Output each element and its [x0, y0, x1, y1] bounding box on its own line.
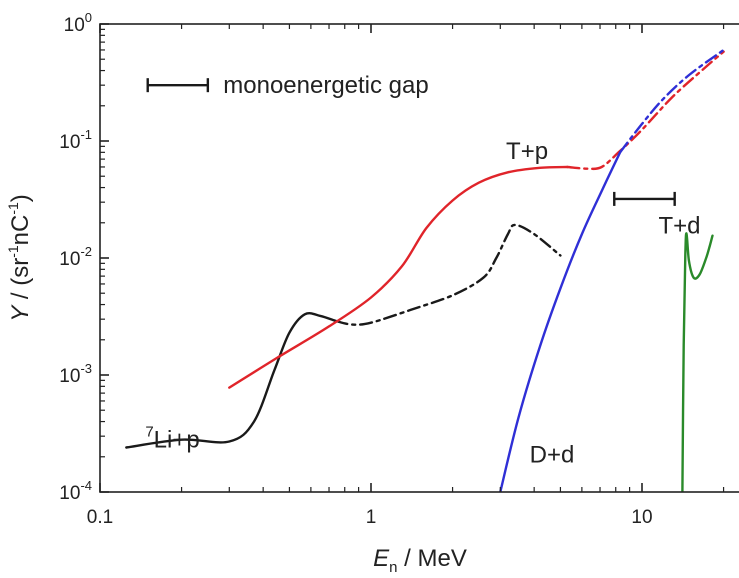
y-tick-label-exp--3: -3 — [80, 361, 92, 376]
y-tick-label-base--2: 10 — [59, 249, 80, 270]
x-tick-label-0.1: 0.1 — [87, 507, 113, 528]
y-axis-title-unit-mid: nC — [7, 215, 34, 246]
y-axis-title-exp2: -1 — [5, 202, 21, 215]
legend-monoenergetic-gap: monoenergetic gap — [223, 72, 428, 99]
label-li-text: Li+p — [154, 427, 200, 454]
y-tick-label-base--1: 10 — [59, 132, 80, 153]
y-axis-title: Y / (sr-1nC-1) — [5, 194, 34, 322]
series-dd-segment-2 — [618, 48, 725, 154]
label-li-superscript: 7 — [145, 424, 153, 441]
y-tick-label-exp--1: -1 — [80, 127, 92, 142]
y-tick-label-base--4: 10 — [59, 483, 80, 504]
y-tick-label-exp--4: -4 — [80, 478, 92, 493]
x-axis-title: En / MeV — [373, 545, 467, 576]
errorbar-gap-legend — [146, 78, 210, 93]
series-tp-segment-1 — [228, 165, 569, 389]
annotation-layer: monoenergetic gap T+p T+d D+d 7Li+p — [145, 72, 700, 468]
y-axis-title-exp1: -1 — [5, 245, 21, 258]
series-li-segment-2 — [334, 223, 562, 326]
errorbar-layer — [146, 78, 676, 206]
series-layer — [125, 48, 725, 492]
x-tick-label-10: 10 — [631, 507, 652, 528]
y-tick-label--2: 10-2 — [59, 244, 92, 270]
label-td: T+d — [658, 212, 700, 239]
x-axis-title-symbol: E — [373, 545, 390, 572]
y-tick-label-base-0: 10 — [64, 15, 85, 36]
x-tick-label-1: 1 — [366, 507, 377, 528]
y-tick-label-0: 100 — [64, 10, 92, 36]
series-td-segment-1 — [681, 232, 714, 492]
series-tp-segment-2 — [566, 50, 725, 171]
series-li-segment-1 — [125, 312, 337, 449]
y-tick-label-base--3: 10 — [59, 366, 80, 387]
y-axis-title-unit-start: / (sr — [7, 258, 34, 306]
series-dd-segment-1 — [499, 151, 622, 492]
y-tick-label-exp-0: 0 — [85, 10, 92, 25]
y-tick-label--1: 10-1 — [59, 127, 92, 153]
errorbar-gap-td — [613, 191, 676, 206]
y-tick-label--4: 10-4 — [59, 478, 92, 504]
y-tick-label--3: 10-3 — [59, 361, 92, 387]
y-axis-title-unit-end: ) — [7, 194, 34, 202]
label-dd: D+d — [530, 441, 575, 468]
x-axis-title-subscript: n — [389, 559, 397, 576]
y-axis-title-symbol: Y — [7, 304, 34, 322]
label-li: 7Li+p — [145, 424, 199, 454]
label-tp: T+p — [506, 138, 548, 165]
x-axis-title-unit: / MeV — [398, 545, 467, 572]
y-tick-label-exp--2: -2 — [80, 244, 92, 259]
